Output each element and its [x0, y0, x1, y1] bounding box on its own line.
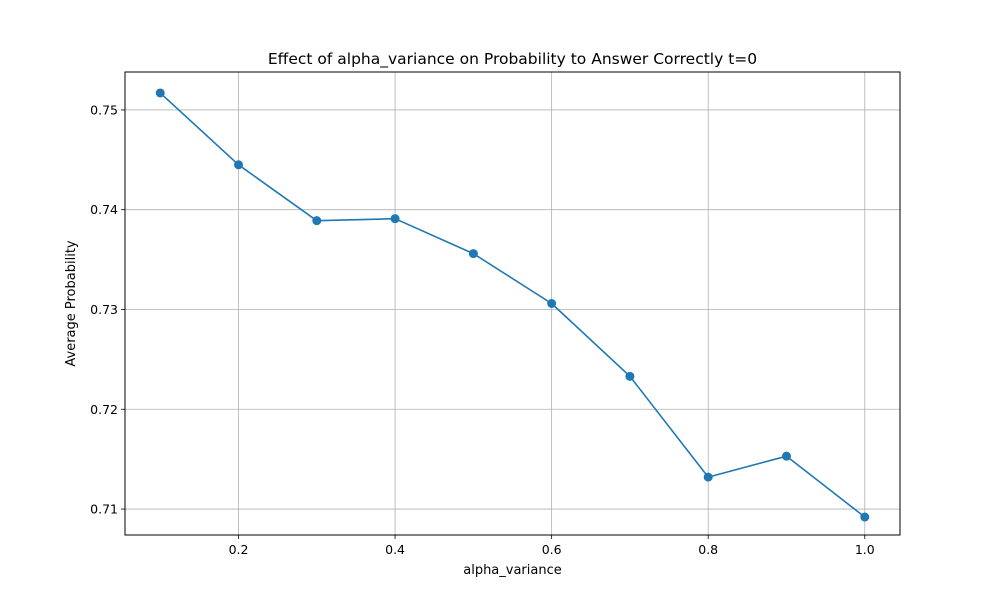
- data-point: [625, 371, 635, 381]
- x-tick-label: 0.4: [385, 542, 405, 557]
- data-point: [155, 88, 165, 98]
- y-tick-label: 0.72: [90, 402, 118, 417]
- data-point: [703, 472, 713, 482]
- data-point: [547, 299, 557, 308]
- chart-title: Effect of alpha_variance on Probability …: [268, 50, 757, 69]
- y-tick-label: 0.75: [90, 102, 118, 117]
- x-tick-label: 0.2: [229, 542, 249, 557]
- data-point: [312, 216, 322, 226]
- x-axis-label: alpha_variance: [463, 563, 562, 578]
- y-axis-label: Average Probability: [64, 240, 79, 367]
- data-point: [234, 160, 244, 170]
- y-tick-label: 0.71: [90, 502, 118, 517]
- data-point: [781, 451, 791, 461]
- y-tick-label: 0.74: [90, 202, 118, 217]
- grid: [125, 72, 900, 535]
- x-tick-label: 1.0: [855, 542, 875, 557]
- x-tick-label: 0.8: [698, 542, 718, 557]
- series-line: [159, 92, 866, 518]
- x-tick-label: 0.6: [542, 542, 562, 557]
- data-point: [860, 512, 870, 522]
- data-point: [468, 249, 478, 259]
- axis-ticks: 0.2 0.4 0.6 0.8 1.0 0.71 0.72 0.73 0.74 0.75: [90, 102, 875, 557]
- data-point: [390, 214, 400, 224]
- plot-frame: [124, 71, 901, 536]
- y-tick-label: 0.73: [90, 302, 118, 317]
- data-series: [155, 88, 870, 522]
